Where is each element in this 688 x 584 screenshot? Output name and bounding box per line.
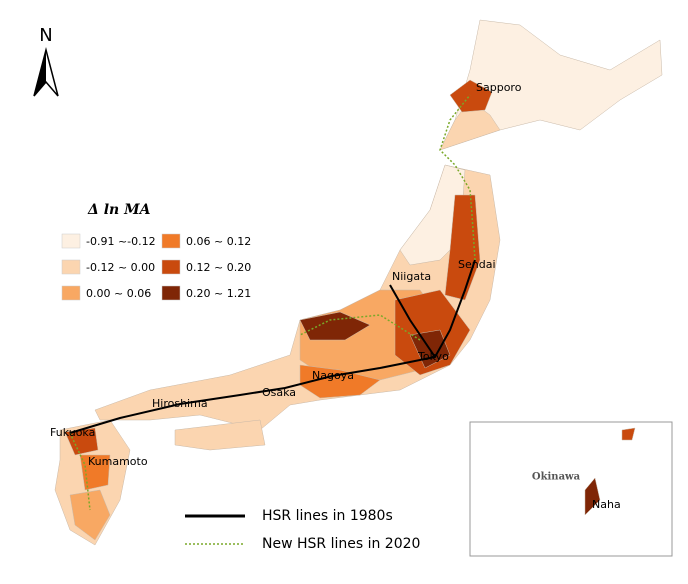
legend-swatch <box>161 285 181 301</box>
city-label: Kumamoto <box>88 455 148 468</box>
legend-label: -0.12 ~ 0.00 <box>86 261 155 274</box>
legend-swatch <box>161 233 181 249</box>
tohoku-west <box>399 164 466 266</box>
inset-title: Okinawa <box>532 472 581 483</box>
line-legend-label: HSR lines in 1980s <box>262 508 393 524</box>
legend-title: Δ ln MA <box>87 202 151 218</box>
city-label: Fukuoka <box>50 426 95 439</box>
okinawa-island <box>584 477 601 516</box>
legend-swatch <box>61 233 81 249</box>
legend-label: 0.00 ~ 0.06 <box>86 287 151 300</box>
legend-swatch <box>61 285 81 301</box>
lines-legend: HSR lines in 1980s New HSR lines in 2020 <box>185 508 420 552</box>
legend-label: 0.20 ~ 1.21 <box>186 287 251 300</box>
okinawa-north <box>621 427 636 441</box>
hsr-1980s <box>69 259 476 434</box>
legend: -0.91 ~-0.12 -0.12 ~ 0.00 0.00 ~ 0.06 0.06 … <box>61 233 251 301</box>
city-label: Naha <box>592 498 621 511</box>
inset-frame <box>469 421 673 557</box>
legend-swatch <box>61 259 81 275</box>
city-labels: Sapporo Niigata Sendai Tokyo Nagoya Osaka Hiro… <box>50 81 522 468</box>
shikoku <box>174 419 266 451</box>
hsr-2020 <box>439 94 476 261</box>
kumamoto-area <box>79 454 111 491</box>
city-label: Sendai <box>458 258 496 271</box>
legend-label: -0.91 ~-0.12 <box>86 235 156 248</box>
hsr-2020 <box>299 314 421 341</box>
hokuriku <box>299 311 371 341</box>
sapporo-area <box>449 79 493 113</box>
hsr-2020 <box>69 432 91 511</box>
hokkaido <box>439 19 663 151</box>
kyushu-south <box>69 489 111 541</box>
north-label: N <box>39 25 52 46</box>
city-label: Sapporo <box>476 81 522 94</box>
city-label: Nagoya <box>312 369 354 382</box>
legend-label: 0.12 ~ 0.20 <box>186 261 251 274</box>
legend-swatch <box>161 259 181 275</box>
line-legend-label: New HSR lines in 2020 <box>262 536 420 552</box>
city-label: Osaka <box>262 386 296 399</box>
city-label: Niigata <box>392 270 431 283</box>
north-arrow-fill <box>34 50 46 96</box>
legend-label: 0.06 ~ 0.12 <box>186 235 251 248</box>
city-label: Hiroshima <box>152 397 208 410</box>
hsr-1980s <box>389 284 436 358</box>
hokkaido-south <box>439 99 501 151</box>
city-label: Tokyo <box>417 350 449 363</box>
